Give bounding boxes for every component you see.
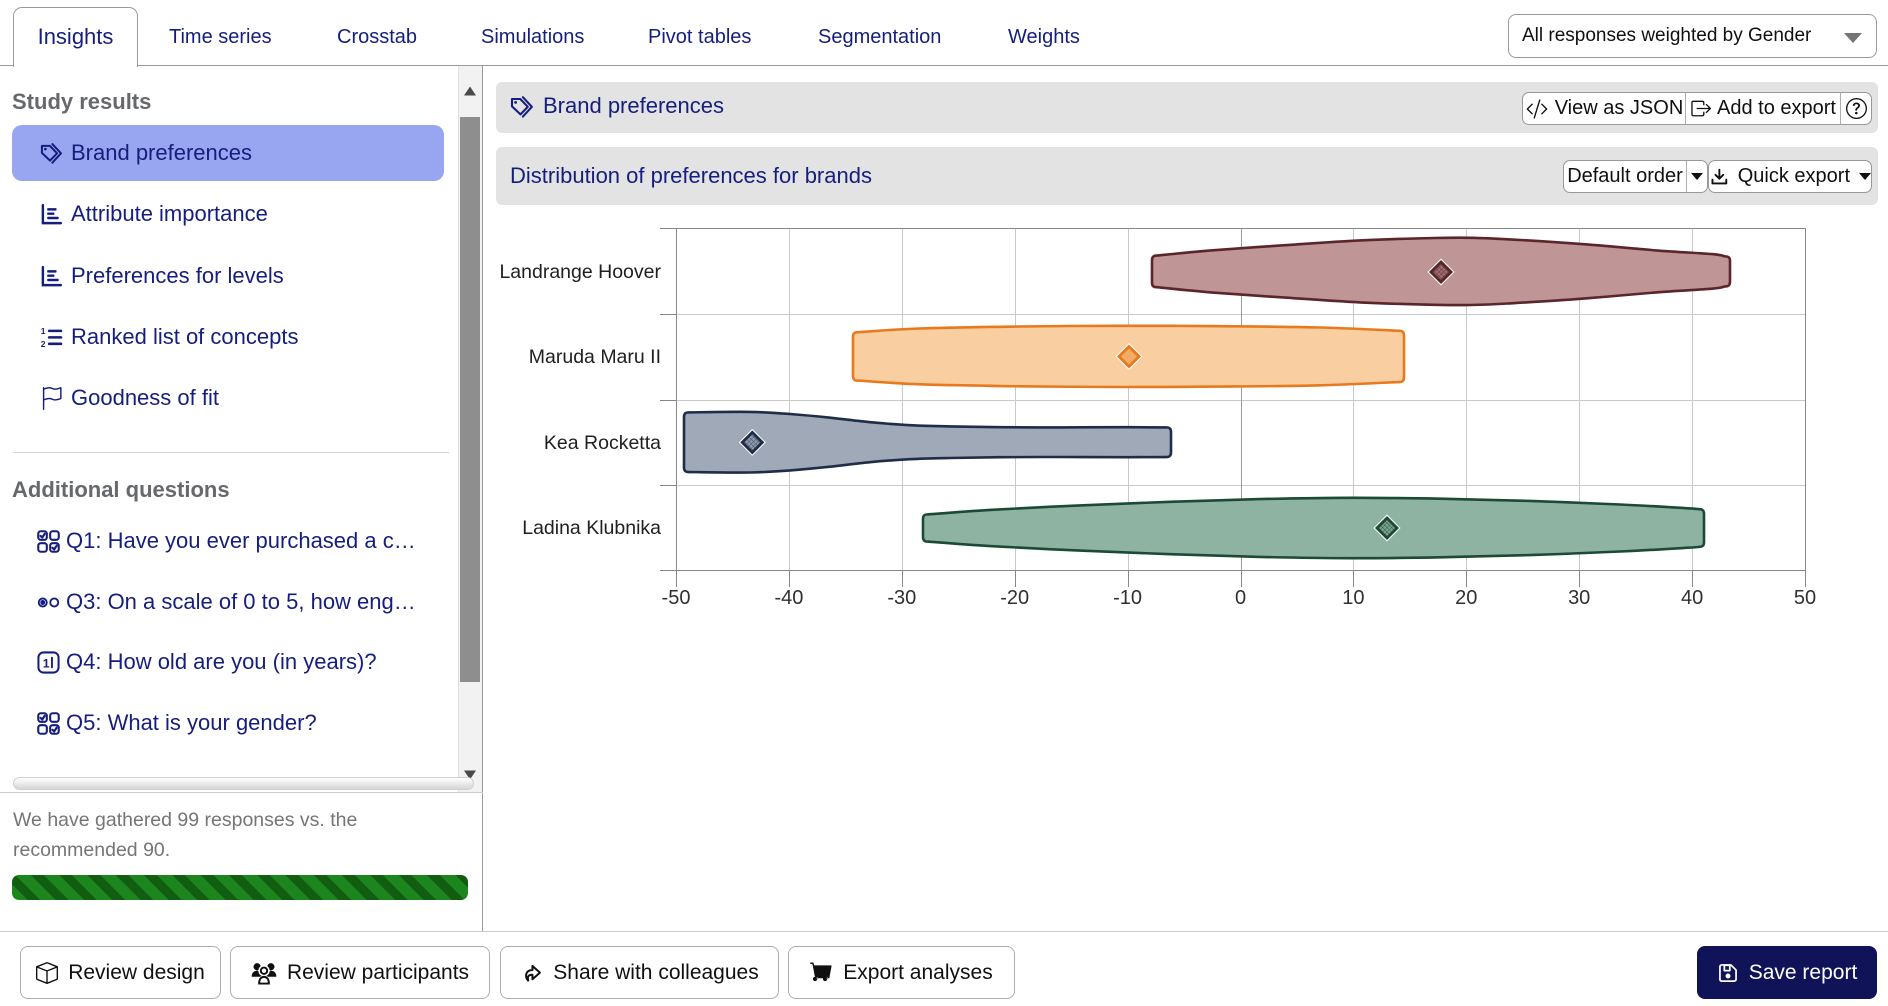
svg-text:-50: -50 xyxy=(662,587,691,609)
svg-text:0: 0 xyxy=(1235,587,1246,609)
svg-text:-30: -30 xyxy=(887,587,916,609)
svg-text:1: 1 xyxy=(41,326,46,336)
svg-text:50: 50 xyxy=(1794,587,1816,609)
svg-text:1: 1 xyxy=(43,656,50,670)
svg-text:2: 2 xyxy=(41,338,46,348)
svg-text:Landrange Hoover: Landrange Hoover xyxy=(499,261,661,283)
svg-text:20: 20 xyxy=(1455,587,1477,609)
svg-text:40: 40 xyxy=(1681,587,1703,609)
svg-text:Maruda Maru II: Maruda Maru II xyxy=(529,346,661,368)
svg-text:-40: -40 xyxy=(774,587,803,609)
svg-text:-10: -10 xyxy=(1113,587,1142,609)
svg-text:30: 30 xyxy=(1568,587,1590,609)
svg-text:Kea Rocketta: Kea Rocketta xyxy=(544,432,661,454)
svg-text:-20: -20 xyxy=(1000,587,1029,609)
svg-text:Ladina Klubnika: Ladina Klubnika xyxy=(522,517,661,539)
svg-text:10: 10 xyxy=(1342,587,1364,609)
